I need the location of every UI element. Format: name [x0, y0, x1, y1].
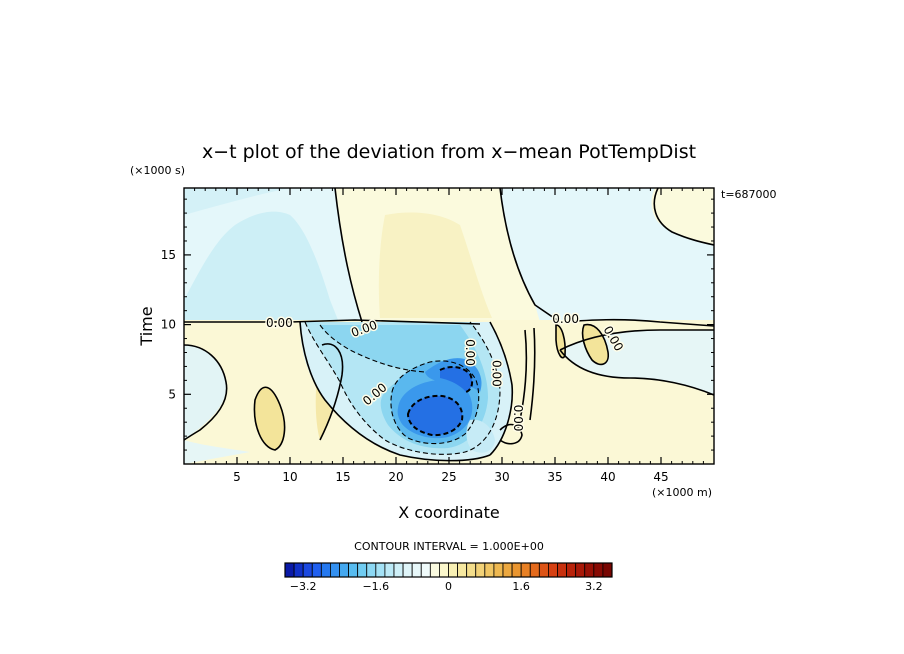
contour-label: 0.00	[552, 312, 579, 326]
x-tick-label: 10	[282, 470, 297, 484]
colorbar-swatch	[384, 562, 395, 578]
x-tick-label: 5	[233, 470, 241, 484]
field-upper-right-warm	[651, 188, 714, 245]
field-upper-bluish-bump	[184, 211, 340, 325]
colorbar-swatch	[575, 562, 586, 578]
x-axis-label: X coordinate	[398, 503, 499, 522]
contour-interval: CONTOUR INTERVAL = 1.000E+00	[354, 540, 544, 553]
colorbar-swatch	[311, 562, 322, 578]
colorbar-swatch	[357, 562, 368, 578]
x-tick-label: 25	[441, 470, 456, 484]
colorbar-swatch	[366, 562, 377, 578]
contour-label: 0.00	[490, 360, 504, 387]
contour-lines-dashed	[304, 321, 501, 455]
y-tick-label: 15	[161, 248, 176, 262]
field-lower-warm-left	[254, 387, 285, 450]
colorbar-swatch	[284, 562, 295, 578]
colorbar-swatch	[293, 562, 304, 578]
field-lower-left-cool	[184, 345, 226, 440]
colorbar: −3.2 −1.6 0 1.6 3.2	[284, 562, 613, 593]
contour-lines-dashed-bold	[406, 365, 474, 437]
vortex-arm-core	[440, 366, 473, 392]
colorbar-swatch	[548, 562, 558, 578]
chart-title: x−t plot of the deviation from x−mean Po…	[202, 141, 696, 163]
colorbar-swatch	[330, 562, 340, 578]
contour-label: 0.00	[463, 339, 477, 366]
colorbar-swatch	[529, 562, 540, 578]
contour-label: 0.00	[266, 316, 293, 330]
colorbar-swatch	[602, 562, 613, 578]
colorbar-swatch	[320, 562, 331, 578]
colorbar-swatch	[429, 562, 440, 578]
colorbar-swatch	[493, 562, 504, 578]
colorbar-swatch	[448, 562, 458, 578]
field-lower-left-cool-2	[184, 440, 250, 464]
colorbar-tick-label: 3.2	[585, 580, 603, 593]
colorbar-swatch	[520, 562, 531, 578]
axes: 5 10 15 20 25 30 35 40 45 5 10 15	[161, 188, 714, 484]
colorbar-swatch	[420, 562, 431, 578]
y-unit-label: (×1000 s)	[130, 164, 185, 177]
x-tick-label: 35	[547, 470, 562, 484]
field-upper-warm-core	[378, 212, 492, 318]
x-tick-label: 45	[653, 470, 668, 484]
vortex-core	[408, 395, 463, 436]
colorbar-frame	[284, 562, 613, 578]
colorbar-swatch	[475, 562, 486, 578]
field-upper-bluish-top	[184, 188, 290, 215]
colorbar-swatch	[457, 562, 468, 578]
colorbar-swatch	[484, 562, 495, 578]
colorbar-tick-label: −1.6	[362, 580, 389, 593]
colorbar-swatch	[557, 562, 567, 578]
colorbar-swatch	[511, 562, 522, 578]
colorbar-swatch	[439, 562, 449, 578]
colorbar-swatch	[584, 562, 595, 578]
contour-lines-solid	[184, 188, 714, 462]
colorbar-tick-label: 0	[445, 580, 452, 593]
x-unit-label: (×1000 m)	[652, 486, 712, 499]
colorbar-swatch	[339, 562, 349, 578]
contour-label: 0.00	[511, 405, 525, 432]
x-tick-label: 40	[600, 470, 615, 484]
y-tick-label: 10	[161, 318, 176, 332]
field-lower-warm-right-2	[556, 325, 566, 358]
y-axis-label: Time	[137, 306, 156, 346]
colorbar-tick-label: 1.6	[512, 580, 530, 593]
time-stamp: t=687000	[721, 188, 777, 201]
colorbar-swatch	[411, 562, 422, 578]
colorbar-swatch	[466, 562, 477, 578]
colorbar-swatch	[302, 562, 313, 578]
field-small-cool-blob	[466, 419, 495, 453]
colorbar-swatch	[502, 562, 513, 578]
colorbar-swatch	[402, 562, 413, 578]
colorbar-tick-label: −3.2	[290, 580, 317, 593]
colorbar-swatch	[538, 562, 549, 578]
colorbar-swatch	[348, 562, 359, 578]
colorbar-swatch	[375, 562, 386, 578]
colorbar-swatch	[593, 562, 604, 578]
x-tick-label: 30	[494, 470, 509, 484]
x-tick-label: 15	[335, 470, 350, 484]
colorbar-swatch	[566, 562, 577, 578]
colorbar-swatch	[393, 562, 404, 578]
x-tick-label: 20	[388, 470, 403, 484]
plot-area: 0.00 0.00 0.000.000.000.000.000.00	[184, 188, 714, 464]
y-tick-label: 5	[168, 387, 176, 401]
